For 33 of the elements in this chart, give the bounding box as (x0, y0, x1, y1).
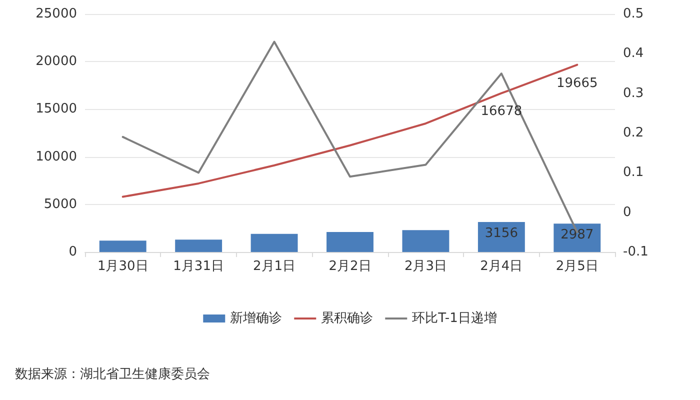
data-label: 2987 (560, 228, 594, 243)
source-note: 数据来源：湖北省卫生健康委员会 (15, 367, 210, 382)
bar (326, 232, 374, 252)
bar (478, 222, 525, 252)
bar (402, 230, 450, 252)
y-tick-label: 5000 (44, 196, 77, 212)
x-tick-label: 2月5日 (556, 259, 598, 274)
y2-tick-label: 0.2 (623, 126, 644, 140)
bar (99, 240, 146, 252)
y-tick-label: 15000 (36, 102, 77, 117)
legend-label: 环比T-1日递增 (412, 311, 497, 326)
x-tick-label: 2月3日 (404, 259, 447, 274)
y2-tick-label: 0.3 (623, 86, 644, 101)
x-tick-label: 2月2日 (328, 259, 372, 274)
y2-tick-label: 0.4 (623, 46, 644, 62)
x-tick-label: 2月4日 (480, 259, 523, 274)
legend-label: 累积确诊 (321, 311, 374, 326)
x-tick-label: 1月31日 (173, 259, 224, 274)
y2-tick-label: 0.5 (623, 6, 644, 22)
y2-tick-label: 0 (623, 204, 632, 220)
x-tick-label: 2月1日 (253, 259, 296, 274)
data-label: 3156 (484, 226, 518, 241)
y2-tick-label: 0.1 (623, 165, 644, 180)
y-tick-label: 25000 (36, 6, 77, 22)
bar (175, 240, 222, 252)
y2-tick-label: -0.1 (623, 244, 648, 260)
bar (250, 234, 298, 252)
y-tick-label: 10000 (36, 149, 77, 164)
legend-label: 新增确诊 (230, 311, 282, 326)
y-tick-label: 0 (68, 244, 77, 260)
y-tick-label: 20000 (36, 54, 77, 70)
x-tick-label: 1月30日 (97, 259, 148, 274)
data-label: 19665 (556, 76, 598, 91)
